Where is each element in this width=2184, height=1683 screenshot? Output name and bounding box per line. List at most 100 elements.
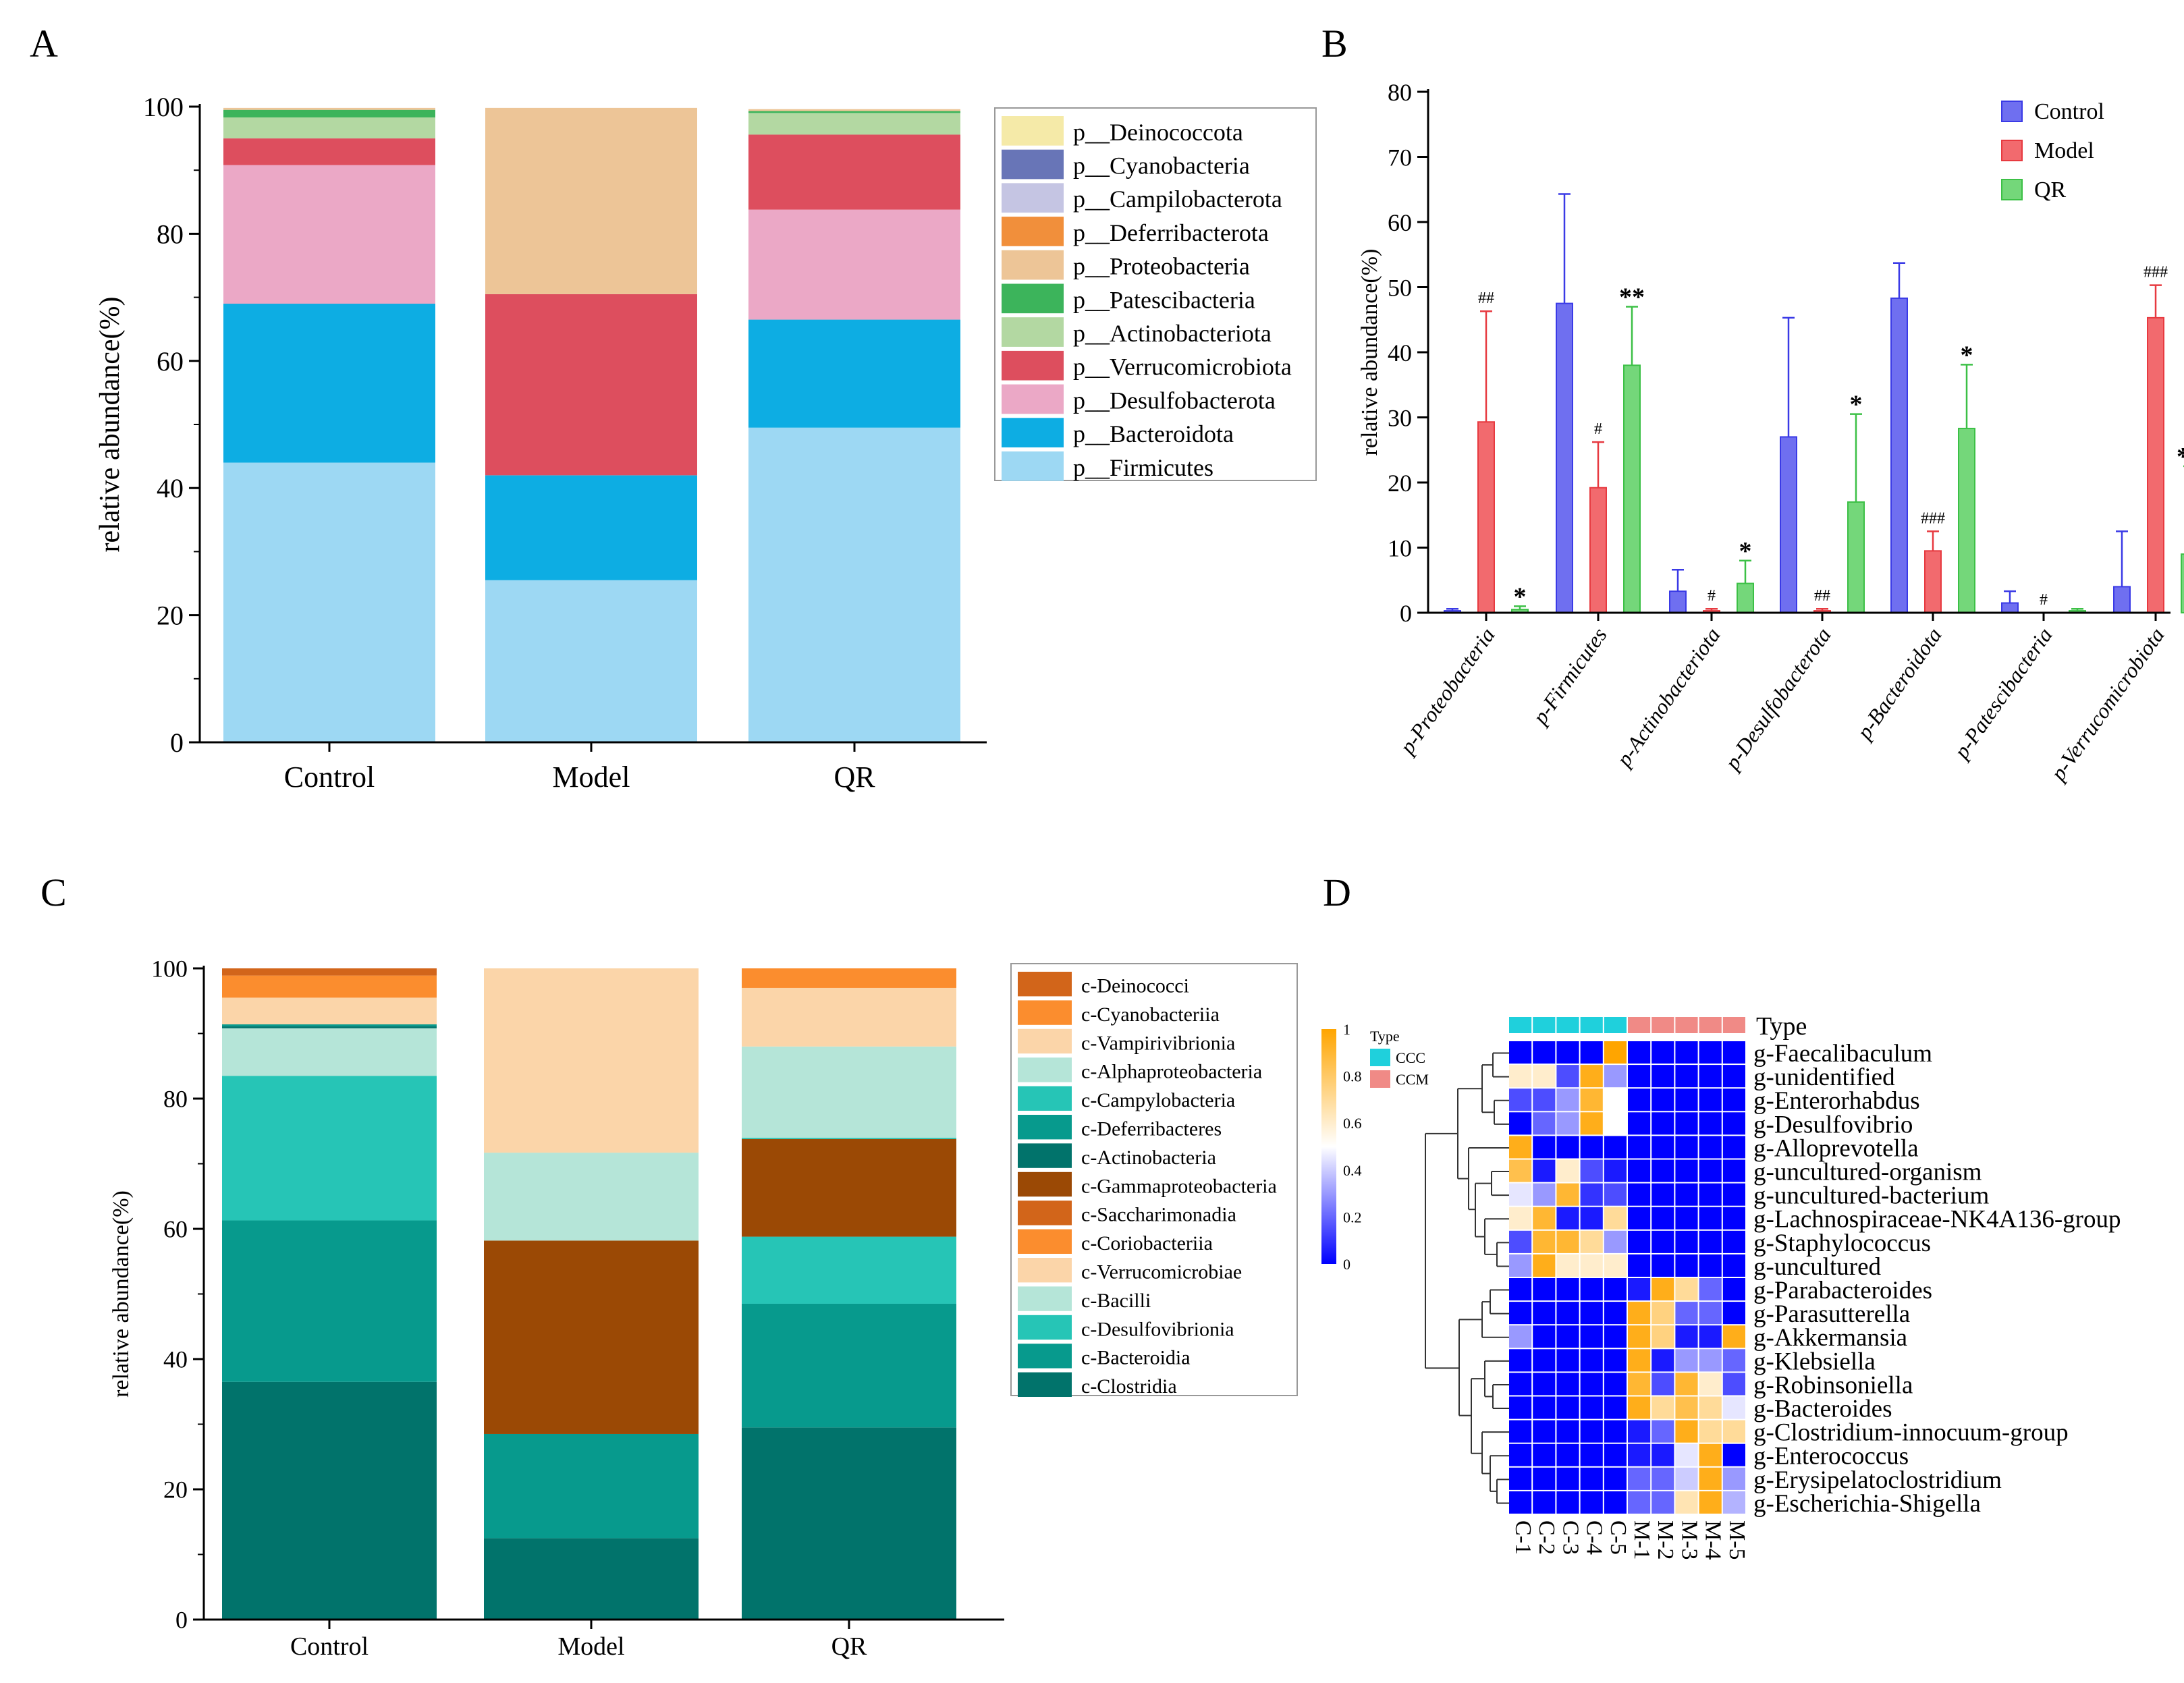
legend-swatch (1018, 1143, 1072, 1168)
legend-label-p-bacteroidota: p__Bacteroidota (1073, 420, 1234, 447)
heatmap-cell (1722, 1254, 1745, 1277)
legend-label-c-saccharimonadia: c-Saccharimonadia (1081, 1204, 1236, 1226)
legend-swatch-qr (2001, 179, 2023, 200)
y-tick-label: 40 (163, 1346, 188, 1373)
legend-label-p-deinococcota: p__Deinococcota (1073, 119, 1243, 146)
bar-segment-p-firmicutes-model (485, 580, 697, 742)
heatmap-cell (1580, 1420, 1603, 1443)
heatmap-cell (1722, 1136, 1745, 1159)
y-axis-title: relative abundance(%) (109, 1190, 134, 1398)
bar-segment-c-desulfovibrionia-control (222, 1076, 437, 1221)
bar-segment-c-vampirivibrionia-control (222, 997, 437, 1024)
bar-segment-p-bacteroidota-model (485, 475, 697, 580)
heatmap-cell (1533, 1159, 1556, 1182)
heatmap-cell (1509, 1349, 1532, 1372)
heatmap-cell (1651, 1491, 1674, 1514)
heatmap-cell (1699, 1230, 1722, 1253)
chart-a-phylum-stacked: Control Model QR 0 20 40 60 80 100 relative abund… (94, 92, 1317, 794)
heatmap-cell (1628, 1088, 1651, 1111)
heatmap-cell (1699, 1302, 1722, 1325)
bar-segment-p-verrucomicrobiota-model (485, 294, 697, 476)
y-tick-label: 0 (175, 1607, 188, 1634)
heatmap-cell (1699, 1325, 1722, 1348)
heatmap-cell (1533, 1325, 1556, 1348)
heatmap-cell (1651, 1373, 1674, 1396)
heatmap-cell (1580, 1088, 1603, 1111)
legend-label-c-coriobacteriia: c-Coriobacteriia (1081, 1232, 1213, 1254)
heatmap-cell (1628, 1159, 1651, 1182)
y-tick-label: 60 (163, 1216, 188, 1243)
heatmap-cell (1556, 1088, 1579, 1111)
heatmap-cell (1675, 1420, 1698, 1443)
bar-model-p-bacteroidota (1924, 550, 1942, 614)
column-label-m-5: M-5 (1724, 1520, 1749, 1560)
x-tick-label-qr: QR (834, 761, 875, 794)
row-label-g-uncultured-bacterium: g-uncultured-bacterium (1753, 1182, 1990, 1210)
legend-swatch (1002, 116, 1064, 146)
bar-segment-c-deinococci-control (222, 968, 437, 976)
heatmap-cell (1651, 1183, 1674, 1206)
bar-control-p-desulfobacterota (1780, 436, 1797, 613)
y-tick-label: 30 (1388, 405, 1412, 432)
significance-mark: ** (2177, 443, 2184, 471)
heatmap-cell (1651, 1112, 1674, 1135)
heatmap-cell (1675, 1491, 1698, 1514)
heatmap-cell (1533, 1207, 1556, 1230)
heatmap-cell (1556, 1278, 1579, 1301)
heatmap-cell (1722, 1373, 1745, 1396)
panel-label-d: D (1323, 871, 1351, 914)
legend-swatch (1018, 1171, 1072, 1197)
legend-label-p-patescibacteria: p__Patescibacteria (1073, 286, 1255, 313)
bar-segment-c-clostridia-model (484, 1538, 699, 1620)
bar-segment-c-bacteroidia-control (222, 1220, 437, 1382)
column-label-c-2: C-2 (1534, 1520, 1559, 1555)
heatmap-cell (1533, 1302, 1556, 1325)
heatmap-cell (1651, 1136, 1674, 1159)
heatmap-cell (1722, 1396, 1745, 1419)
heatmap-cell (1533, 1467, 1556, 1490)
type-bar-cell (1509, 1017, 1532, 1033)
legend-label-c-cyanobacteriia: c-Cyanobacteriia (1081, 1003, 1220, 1026)
significance-mark: * (1850, 391, 1863, 419)
heatmap-cell (1699, 1183, 1722, 1206)
legend-swatch (1002, 451, 1064, 481)
legend-label-p-campilobacterota: p__Campilobacterota (1073, 186, 1282, 213)
heatmap-cell (1628, 1373, 1651, 1396)
heatmap-cell (1604, 1349, 1627, 1372)
heatmap-cell (1628, 1325, 1651, 1348)
heatmap-cell (1699, 1254, 1722, 1277)
heatmap-cell (1651, 1230, 1674, 1253)
y-tick-label: 100 (151, 956, 188, 983)
heatmap-cell (1533, 1088, 1556, 1111)
heatmap-cell (1628, 1136, 1651, 1159)
y-axis-title: relative abundance(%) (1357, 249, 1382, 456)
legend-label-c-verrucomicrobiae: c-Verrucomicrobiae (1081, 1261, 1242, 1284)
heatmap-cell (1722, 1278, 1745, 1301)
heatmap-cell (1509, 1396, 1532, 1419)
heatmap-cell (1722, 1230, 1745, 1253)
heatmap-cell (1699, 1420, 1722, 1443)
legend-label-p-proteobacteria: p__Proteobacteria (1073, 253, 1250, 280)
heatmap-cell (1556, 1159, 1579, 1182)
heatmap-cell (1628, 1278, 1651, 1301)
legend-swatch (1018, 1028, 1072, 1054)
legend-swatch (1018, 1286, 1072, 1311)
bar-segment-c-actinobacteria-control (222, 1026, 437, 1028)
heatmap-cell (1628, 1230, 1651, 1253)
legend-label-c-desulfovibrionia: c-Desulfovibrionia (1081, 1318, 1234, 1340)
heatmap-cell (1604, 1065, 1627, 1088)
heatmap-cell (1580, 1112, 1603, 1135)
type-bar-label: Type (1756, 1012, 1807, 1041)
heatmap-cell (1675, 1207, 1698, 1230)
heatmap-cell (1509, 1230, 1532, 1253)
legend-swatch (1018, 1344, 1072, 1369)
legend-box (994, 107, 1317, 481)
legend-swatch (1018, 1000, 1072, 1025)
heatmap-cell (1628, 1302, 1651, 1325)
heatmap-cell (1580, 1396, 1603, 1419)
heatmap-cell (1604, 1088, 1627, 1111)
y-tick-label: 20 (157, 601, 184, 631)
heatmap-cell (1580, 1230, 1603, 1253)
legend-swatch (1018, 1201, 1072, 1225)
legend-label-c-bacteroidia: c-Bacteroidia (1081, 1347, 1191, 1369)
